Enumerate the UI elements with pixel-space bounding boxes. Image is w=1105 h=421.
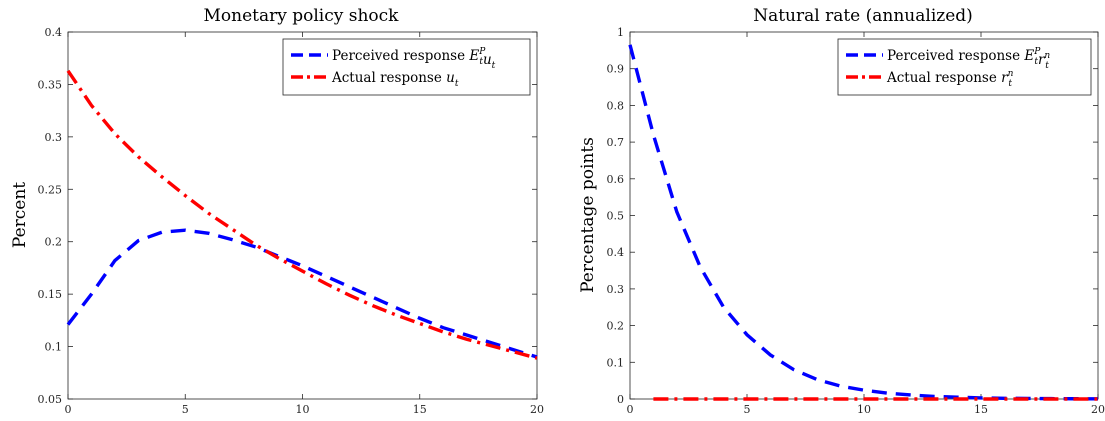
x-tick-label: 0 xyxy=(627,403,634,416)
y-tick-label: 0 xyxy=(617,393,624,406)
legend-math-var: u xyxy=(446,70,455,86)
x-tick-label: 15 xyxy=(974,403,988,416)
y-axis-label-percentage-points: Percentage points xyxy=(578,137,598,293)
panel-natural-rate: Natural rate (annualized) Percentage poi… xyxy=(578,6,1105,416)
legend-math-var-sup: n xyxy=(1044,51,1050,61)
x-tick-label: 10 xyxy=(857,403,871,416)
legend-math-var: u xyxy=(483,52,492,68)
x-tick-label: 20 xyxy=(1091,403,1105,416)
legend-label: Actual response xyxy=(331,70,446,86)
legend-label: Actual response xyxy=(886,70,1001,86)
y-tick-label: 0.35 xyxy=(38,78,63,91)
legend-math-sup: P xyxy=(1033,47,1041,57)
y-tick-label: 1 xyxy=(617,26,624,39)
legend-entry-perceived-response: Perceived response EP trn t xyxy=(887,47,1050,71)
panel-monetary-policy-shock: Monetary policy shock Percent 0 5 10 15 20 0.… xyxy=(10,6,544,416)
legend-box xyxy=(837,38,1092,96)
y-tick-label: 0.7 xyxy=(607,136,625,149)
legend-box xyxy=(282,38,531,96)
y-tick-label: 0.3 xyxy=(607,283,625,296)
series-line-actual-response xyxy=(66,69,538,360)
y-tick-label: 0.6 xyxy=(607,173,625,186)
y-tick-label: 0.3 xyxy=(45,131,63,144)
plot-area-monetary-policy-shock: 0 5 10 15 20 0.05 0.1 0.15 0.2 0.25 0.3 0.35 0.4 Perc… xyxy=(38,26,545,416)
x-tick-label: 5 xyxy=(744,403,751,416)
legend-entry-actual-response: Actual response rn t xyxy=(886,69,1014,89)
plot-area-natural-rate: 0 5 10 15 20 0 0.1 0.2 0.3 0.4 0.5 0.6 0.7 0.8 0.9 1 Per… xyxy=(607,26,1105,416)
y-tick-label: 0.25 xyxy=(38,183,63,196)
legend-math-sub: t xyxy=(1034,57,1038,67)
y-tick-label: 0.1 xyxy=(45,341,63,354)
legend-math-var-sub: t xyxy=(1045,61,1049,71)
legend-math-var: r xyxy=(1038,52,1046,68)
x-tick-label: 20 xyxy=(530,403,544,416)
legend-math-var-sub: t xyxy=(455,79,459,89)
series-line-perceived-response xyxy=(628,44,1099,401)
y-tick-label: 0.5 xyxy=(607,210,625,223)
panel-title-natural-rate: Natural rate (annualized) xyxy=(753,6,973,26)
legend-math-base: E xyxy=(468,48,479,64)
legend-math-var-sub: t xyxy=(1008,79,1012,89)
legend-label: Perceived response xyxy=(887,48,1024,64)
legend-math-sub: t xyxy=(479,57,483,67)
legend-entry-perceived-response: Perceived response EP tut xyxy=(332,47,496,71)
legend-math-sup: P xyxy=(478,47,486,57)
y-tick-label: 0.15 xyxy=(38,288,63,301)
x-tick-label: 5 xyxy=(182,403,189,416)
y-tick-label: 0.2 xyxy=(607,320,625,333)
legend-label: Perceived response xyxy=(332,48,469,64)
y-tick-label: 0.8 xyxy=(607,99,625,112)
y-tick-label: 0.1 xyxy=(607,356,625,369)
x-tick-label: 10 xyxy=(296,403,310,416)
y-tick-label: 0.4 xyxy=(45,26,63,39)
y-axis-label-percent: Percent xyxy=(10,182,30,248)
x-tick-label: 0 xyxy=(65,403,72,416)
panel-title-monetary-policy-shock: Monetary policy shock xyxy=(203,6,399,26)
y-tick-label: 0.4 xyxy=(607,246,625,259)
x-tick-label: 15 xyxy=(413,403,427,416)
legend-entry-actual-response: Actual response ut xyxy=(331,70,459,89)
legend-math-base: E xyxy=(1023,48,1034,64)
y-tick-label: 0.05 xyxy=(38,393,63,406)
legend-math-var-sub: t xyxy=(492,61,496,71)
y-tick-label: 0.9 xyxy=(607,63,625,76)
y-tick-label: 0.2 xyxy=(45,236,63,249)
legend-math-var: r xyxy=(1001,70,1009,86)
legend-math-var-sup: n xyxy=(1008,69,1014,79)
